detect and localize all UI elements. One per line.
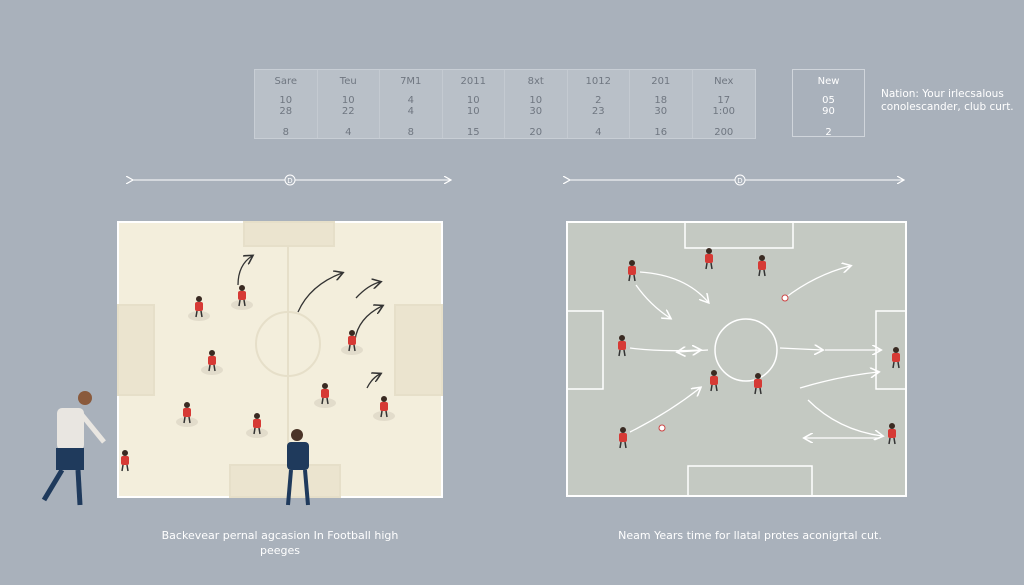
player <box>188 296 210 321</box>
dimension-line-right <box>569 174 903 186</box>
table-cell: 10 <box>279 95 293 106</box>
player <box>705 248 713 270</box>
table-cell: 10 <box>341 95 355 106</box>
dimension-label-left: D <box>287 177 292 185</box>
note-text: Nation: Your irlecsalous conolescander, … <box>881 88 1014 113</box>
side-header: New <box>817 76 840 87</box>
table-column: Nex 17 1:00 200 <box>693 70 756 138</box>
table-cell: 200 <box>714 127 734 138</box>
table-cell: 30 <box>654 106 668 117</box>
table-column: Sare 10 28 8 <box>255 70 318 138</box>
table-cell: 10 <box>529 95 543 106</box>
right-arrows <box>629 266 882 438</box>
player <box>341 330 363 355</box>
stats-table: Sare 10 28 8 Teu 10 22 4 7M1 4 4 8 2011 10 10 15 8xt 10 30… <box>254 69 756 139</box>
table-cell: 16 <box>654 127 668 138</box>
left-players <box>121 285 395 472</box>
column-header: 1012 <box>585 76 611 87</box>
table-cell: 8 <box>282 127 289 138</box>
table-cell: 18 <box>654 95 668 106</box>
table-cell: 20 <box>529 127 543 138</box>
player <box>231 285 253 310</box>
player <box>121 450 129 472</box>
table-column: 1012 2 23 4 <box>568 70 630 138</box>
right-players <box>618 248 900 449</box>
table-cell: 10 <box>466 95 480 106</box>
side-cell: 05 <box>822 95 835 106</box>
table-cell: 17 <box>717 95 731 106</box>
table-cell: 8 <box>407 127 414 138</box>
column-header: Nex <box>714 76 734 87</box>
table-column: 2011 10 10 15 <box>443 70 505 138</box>
dimension-line-left <box>132 174 450 186</box>
caption-left: Backevear pernal agcasion In Football hi… <box>161 529 399 557</box>
side-stats-table: New 05 90 2 <box>792 69 865 138</box>
table-cell: 2 <box>595 95 602 106</box>
player <box>246 413 268 438</box>
table-cell: 4 <box>407 95 414 106</box>
player <box>314 383 336 408</box>
coach-figure <box>41 391 106 506</box>
column-header: 7M1 <box>400 76 422 87</box>
column-header: 201 <box>651 76 671 87</box>
left-arrows <box>237 256 382 389</box>
goalkeeper-figure <box>286 429 310 506</box>
player <box>758 255 766 277</box>
player <box>710 370 718 392</box>
player <box>176 402 198 427</box>
ball <box>781 294 789 302</box>
table-cell: 30 <box>529 106 543 117</box>
table-cell: 4 <box>345 127 352 138</box>
right-pitch <box>566 221 907 497</box>
ball <box>658 424 666 432</box>
column-header: Sare <box>274 76 298 87</box>
side-cell: 2 <box>825 127 832 138</box>
player <box>892 347 900 369</box>
table-column: 7M1 4 4 8 <box>380 70 443 138</box>
column-header: 8xt <box>527 76 544 87</box>
player <box>628 260 636 282</box>
player <box>619 427 627 449</box>
column-header: Teu <box>339 76 357 87</box>
side-cell: 90 <box>822 106 835 117</box>
player <box>201 350 223 375</box>
player <box>618 335 626 357</box>
dimension-label-right: D <box>737 177 742 185</box>
player <box>754 373 762 395</box>
table-column: 8xt 10 30 20 <box>505 70 568 138</box>
table-column: 201 18 30 16 <box>630 70 693 138</box>
player <box>888 423 896 445</box>
table-cell: 15 <box>466 127 480 138</box>
player <box>373 396 395 421</box>
table-cell: 22 <box>341 106 355 117</box>
table-cell: 23 <box>591 106 605 117</box>
caption-right: Neam Years time for llatal protes aconig… <box>618 529 882 542</box>
column-header: 2011 <box>460 76 486 87</box>
table-cell: 4 <box>595 127 602 138</box>
table-cell: 28 <box>279 106 293 117</box>
left-pitch <box>117 221 443 498</box>
table-column: Teu 10 22 4 <box>318 70 380 138</box>
table-cell: 10 <box>466 106 480 117</box>
table-cell: 1:00 <box>712 106 735 117</box>
table-cell: 4 <box>407 106 414 117</box>
